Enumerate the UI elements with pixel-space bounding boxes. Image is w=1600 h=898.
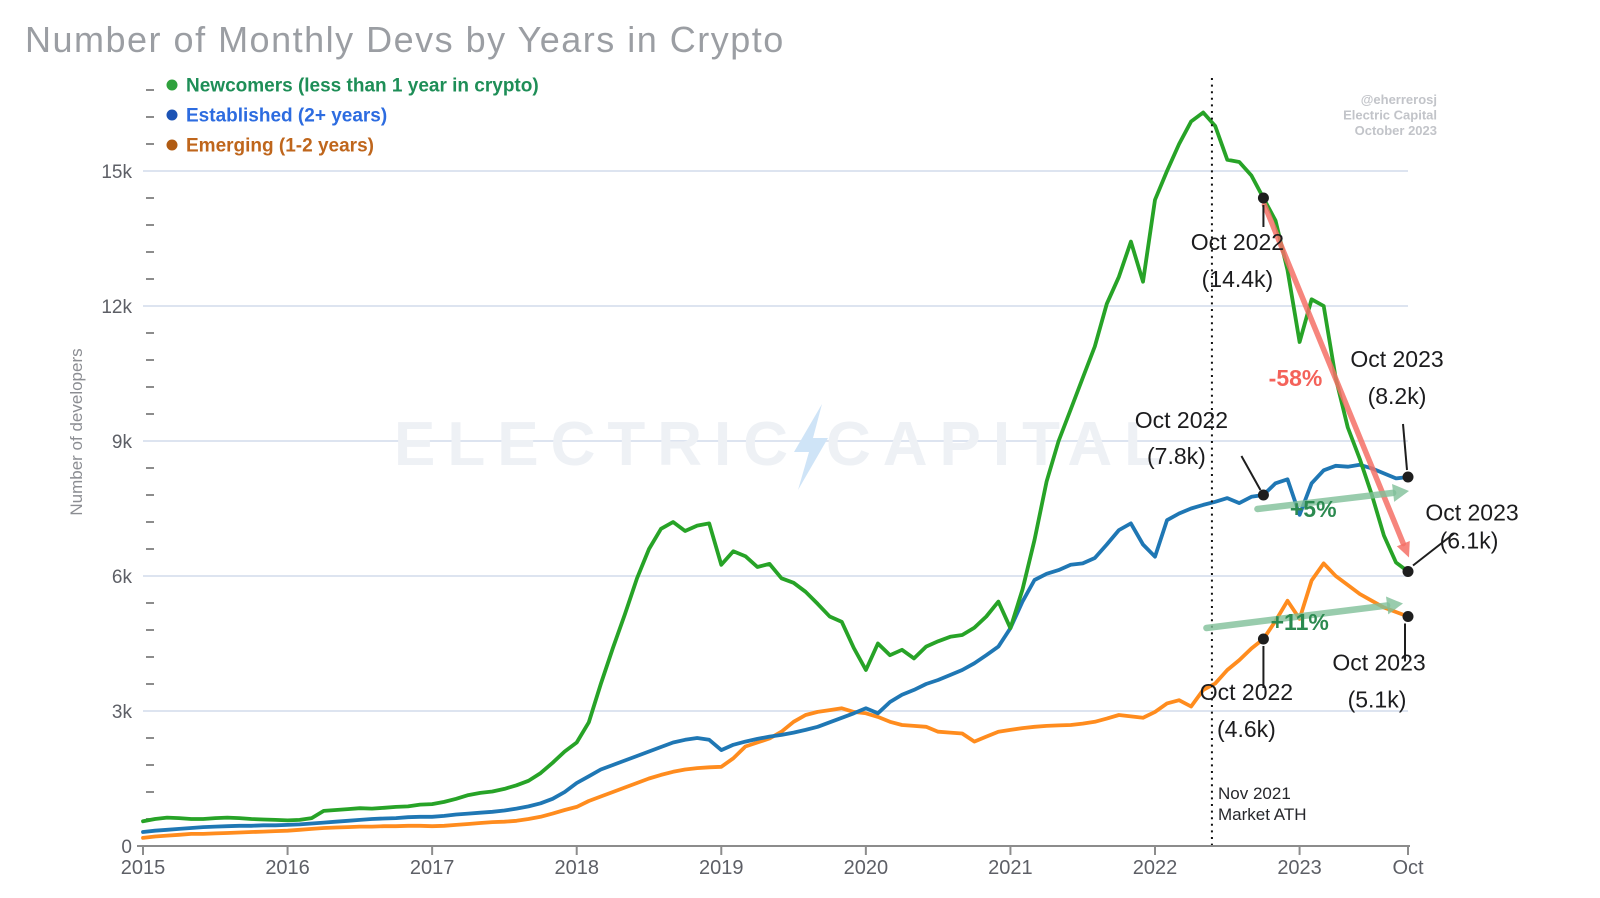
series-lines (141, 110, 1410, 840)
series-line-0 (141, 110, 1410, 824)
data-point-newcomers_oct2022 (1257, 192, 1269, 204)
annotation-emerging_oct2022-value: (4.6k) (1217, 716, 1276, 742)
callout-line-newcomers_oct2023 (1412, 532, 1455, 567)
credit-company: Electric Capital (1343, 108, 1437, 123)
x-tick-label-2019: 2019 (699, 857, 744, 879)
x-tick-label-2023: 2023 (1277, 857, 1322, 879)
decline-arrow-head-icon (1396, 540, 1410, 558)
watermark-left-text: ELECTRIC (394, 410, 800, 479)
data-point-emerging_oct2022 (1257, 633, 1269, 645)
pct-label-pct_emerging: +11% (1271, 609, 1329, 635)
established-growth-arrow-head-icon (1392, 483, 1409, 502)
data-point-emerging_oct2023 (1402, 611, 1414, 622)
y-tick-label-3k: 3k (112, 702, 133, 723)
page-title: Number of Monthly Devs by Years in Crypt… (25, 19, 785, 60)
annotation-established_oct2023-date: Oct 2023 (1350, 346, 1443, 372)
legend-label-newcomers: Newcomers (less than 1 year in crypto) (186, 76, 539, 97)
ath-label-line2: Market ATH (1218, 805, 1306, 824)
x-tick-label-2020: 2020 (844, 857, 889, 879)
x-tick-label-Oct: Oct (1392, 857, 1424, 879)
legend-dot-emerging-icon (166, 139, 178, 151)
legend: Newcomers (less than 1 year in crypto) E… (166, 76, 539, 157)
callout-line-established_oct2022 (1240, 455, 1262, 491)
emerging-growth-arrow-head-icon (1386, 596, 1403, 615)
annotation-emerging_oct2022-date: Oct 2022 (1200, 679, 1293, 705)
credit-handle: @eherrerosj (1361, 92, 1437, 107)
watermark: ELECTRIC CAPITAL (394, 404, 1174, 490)
x-tick-label-2017: 2017 (410, 857, 455, 879)
axes: 2015 2016 2017 2018 2019 2020 2021 2022 2023 Oct 0… (101, 162, 1424, 879)
ath-marker: Nov 2021 Market ATH (1210, 78, 1306, 846)
legend-dot-established-icon (166, 109, 178, 121)
pct-label-pct_established: +5% (1290, 496, 1337, 522)
x-tick-label-2016: 2016 (265, 857, 310, 879)
annotation-newcomers_oct2022-date: Oct 2022 (1191, 229, 1284, 255)
x-tick-label-2015: 2015 (121, 857, 166, 879)
credit-date: October 2023 (1355, 123, 1437, 138)
pct-label-pct_newcomers: -58% (1269, 365, 1323, 391)
legend-label-established: Established (2+ years) (186, 106, 387, 127)
annotation-newcomers_oct2023-value: (6.1k) (1440, 528, 1499, 554)
legend-item-emerging: Emerging (1-2 years) (166, 136, 374, 157)
x-tick-label-2018: 2018 (554, 857, 599, 879)
x-tick-label-2021: 2021 (988, 857, 1033, 879)
annotation-established_oct2022-date: Oct 2022 (1135, 407, 1228, 433)
annotation-newcomers_oct2023-date: Oct 2023 (1425, 500, 1518, 526)
y-tick-label-0: 0 (121, 837, 132, 858)
annotations: -58% +5% +11% Oct 2022 (14.4k) Oct 2022 (7.8k)… (1135, 192, 1519, 742)
watermark-bolt-icon (794, 404, 828, 490)
annotation-established_oct2023-value: (8.2k) (1368, 383, 1427, 409)
callout-line-established_oct2023 (1402, 423, 1408, 471)
gridlines (143, 89, 1408, 820)
y-axis-title: Number of developers (67, 348, 86, 515)
y-tick-label-12k: 12k (101, 297, 132, 318)
annotation-emerging_oct2023-date: Oct 2023 (1332, 650, 1425, 676)
data-point-established_oct2023 (1402, 471, 1414, 483)
established-growth-arrow (1254, 489, 1397, 513)
legend-label-emerging: Emerging (1-2 years) (186, 136, 374, 157)
y-tick-label-6k: 6k (112, 567, 133, 588)
credit-block: @eherrerosj Electric Capital October 202… (1343, 92, 1437, 138)
data-point-established_oct2022 (1257, 489, 1269, 501)
legend-dot-newcomers-icon (166, 79, 178, 91)
emerging-growth-arrow (1203, 602, 1391, 632)
annotation-emerging_oct2023-value: (5.1k) (1348, 687, 1407, 713)
watermark-right-text: CAPITAL (826, 410, 1174, 479)
y-tick-label-9k: 9k (112, 432, 133, 453)
annotation-newcomers_oct2022-value: (14.4k) (1202, 266, 1274, 292)
annotation-established_oct2022-value: (7.8k) (1147, 443, 1206, 469)
y-tick-label-15k: 15k (101, 162, 132, 183)
series-line-1 (141, 462, 1410, 834)
ath-label-line1: Nov 2021 (1218, 784, 1291, 803)
legend-item-newcomers: Newcomers (less than 1 year in crypto) (166, 76, 539, 97)
decline-arrow (1261, 202, 1407, 547)
legend-item-established: Established (2+ years) (166, 106, 387, 127)
data-point-newcomers_oct2023 (1402, 566, 1414, 577)
x-tick-label-2022: 2022 (1133, 857, 1178, 879)
